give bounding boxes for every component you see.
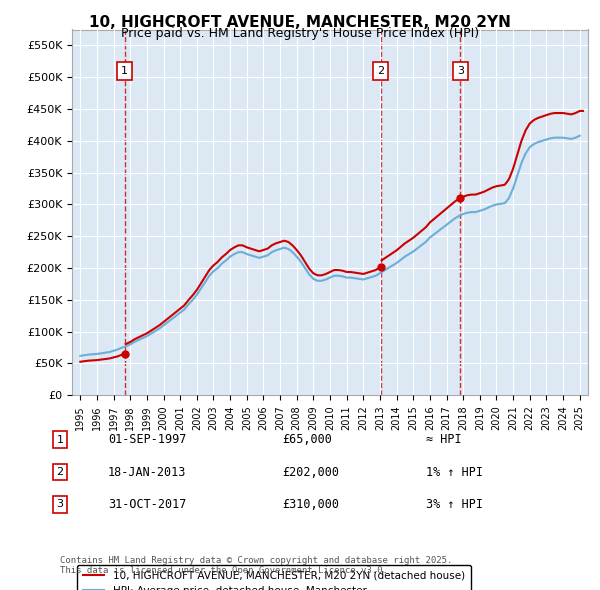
Text: 3: 3 bbox=[457, 66, 464, 76]
Text: 1% ↑ HPI: 1% ↑ HPI bbox=[426, 466, 483, 478]
Text: 1: 1 bbox=[56, 435, 64, 444]
Text: 18-JAN-2013: 18-JAN-2013 bbox=[108, 466, 187, 478]
Text: 3% ↑ HPI: 3% ↑ HPI bbox=[426, 498, 483, 511]
Text: 01-SEP-1997: 01-SEP-1997 bbox=[108, 433, 187, 446]
Legend: 10, HIGHCROFT AVENUE, MANCHESTER, M20 2YN (detached house), HPI: Average price, : 10, HIGHCROFT AVENUE, MANCHESTER, M20 2Y… bbox=[77, 565, 471, 590]
Text: 10, HIGHCROFT AVENUE, MANCHESTER, M20 2YN: 10, HIGHCROFT AVENUE, MANCHESTER, M20 2Y… bbox=[89, 15, 511, 30]
Text: 2: 2 bbox=[56, 467, 64, 477]
Text: Price paid vs. HM Land Registry's House Price Index (HPI): Price paid vs. HM Land Registry's House … bbox=[121, 27, 479, 40]
Text: 1: 1 bbox=[121, 66, 128, 76]
Text: £65,000: £65,000 bbox=[282, 433, 332, 446]
Text: £202,000: £202,000 bbox=[282, 466, 339, 478]
Text: Contains HM Land Registry data © Crown copyright and database right 2025.
This d: Contains HM Land Registry data © Crown c… bbox=[60, 556, 452, 575]
Text: ≈ HPI: ≈ HPI bbox=[426, 433, 461, 446]
Text: 31-OCT-2017: 31-OCT-2017 bbox=[108, 498, 187, 511]
Text: 2: 2 bbox=[377, 66, 385, 76]
Text: 3: 3 bbox=[56, 500, 64, 509]
Text: £310,000: £310,000 bbox=[282, 498, 339, 511]
